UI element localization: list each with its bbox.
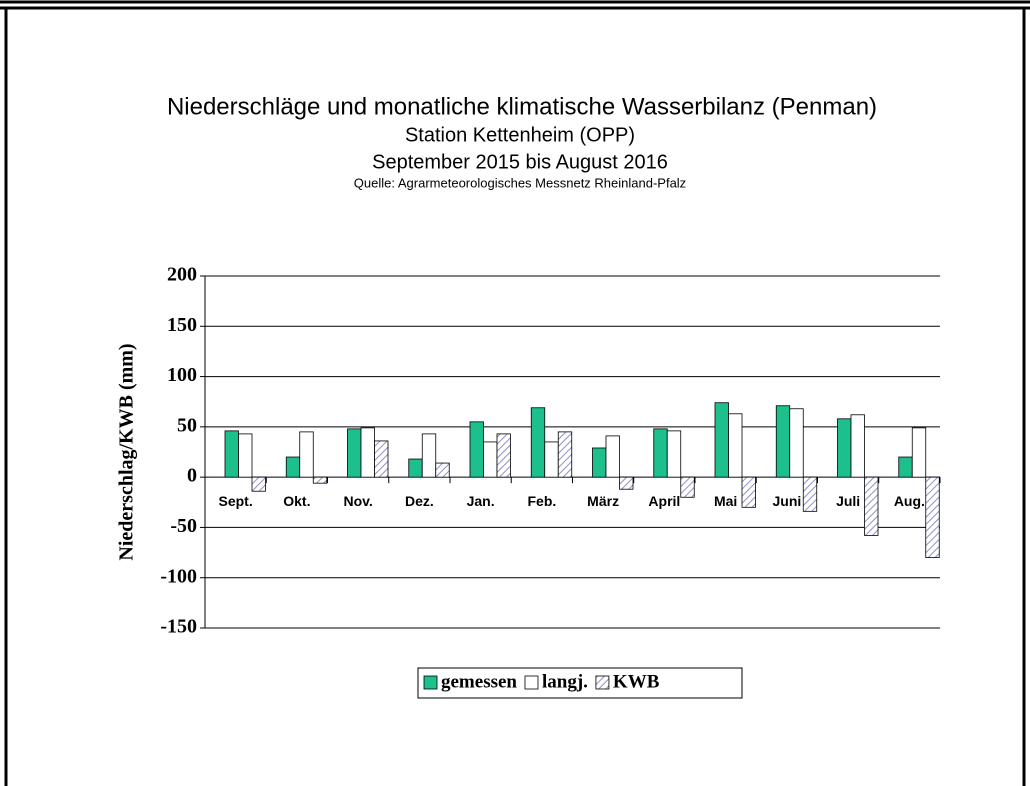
bar: [557, 431, 573, 478]
bar: [592, 447, 607, 478]
bar: [530, 407, 546, 478]
x-tick-label: April: [648, 493, 680, 509]
x-tick-label: Juli: [836, 493, 860, 509]
x-tick-label: Juni: [772, 493, 801, 509]
legend-swatch: [524, 675, 539, 690]
bar: [666, 430, 682, 478]
bar: [360, 427, 375, 478]
source: Quelle: Agrarmeteorologisches Messnetz R…: [354, 175, 686, 190]
legend-swatch: [595, 675, 610, 690]
bar: [251, 476, 266, 492]
bar: [911, 427, 927, 478]
y-tick-label: -100: [160, 565, 197, 587]
y-tick-label: -50: [170, 515, 197, 537]
y-tick-label: 50: [177, 414, 197, 436]
x-tick-label: Dez.: [405, 493, 434, 509]
x-tick-label: Aug.: [894, 493, 925, 509]
bar: [469, 421, 484, 478]
subtitle: September 2015 bis August 2016: [372, 151, 668, 173]
bar: [408, 458, 423, 478]
bar: [347, 428, 362, 478]
y-tick-label: 0: [187, 465, 197, 487]
bar: [312, 476, 328, 484]
x-tick-label: Mai: [714, 493, 737, 509]
x-tick-label: Feb.: [527, 493, 556, 509]
bar: [864, 476, 879, 536]
bar: [285, 456, 301, 478]
x-tick-label: Nov.: [343, 493, 372, 509]
bar: [544, 441, 559, 478]
bar: [224, 430, 239, 478]
bar: [299, 431, 314, 478]
bar: [483, 441, 498, 478]
y-axis-label: Niederschlag/KWB (mm): [116, 343, 138, 560]
y-tick-label: 100: [167, 364, 197, 386]
legend-label: KWB: [613, 671, 660, 692]
x-tick-label: Jan.: [467, 493, 495, 509]
bar: [714, 402, 729, 478]
bar: [374, 440, 389, 478]
legend-label: gemessen: [441, 671, 517, 692]
y-tick-label: 150: [167, 314, 197, 336]
bar: [653, 428, 668, 478]
bar: [802, 476, 818, 512]
bar: [680, 476, 695, 498]
bar: [435, 462, 450, 478]
x-tick-label: Sept.: [219, 493, 253, 509]
bar: [898, 456, 913, 478]
bar: [850, 414, 865, 478]
bar: [421, 433, 437, 478]
legend-swatch: [423, 675, 438, 690]
bar: [728, 413, 743, 478]
subtitle: Station Kettenheim (OPP): [405, 124, 635, 146]
y-tick-label: -150: [160, 616, 197, 638]
bar: [925, 476, 940, 558]
legend-box: [417, 667, 743, 699]
bar: [789, 408, 804, 478]
legend-label: langj.: [542, 671, 588, 692]
x-tick-label: Okt.: [283, 493, 310, 509]
x-tick-label: März: [587, 493, 619, 509]
y-tick-label: 200: [167, 264, 197, 286]
bar: [741, 476, 756, 508]
bar: [619, 476, 634, 490]
bar: [775, 405, 791, 478]
bar: [496, 433, 511, 478]
bar: [238, 433, 253, 478]
bar: [605, 435, 620, 478]
bar: [837, 418, 852, 478]
chart-title: Niederschläge und monatliche klimatische…: [167, 93, 877, 120]
